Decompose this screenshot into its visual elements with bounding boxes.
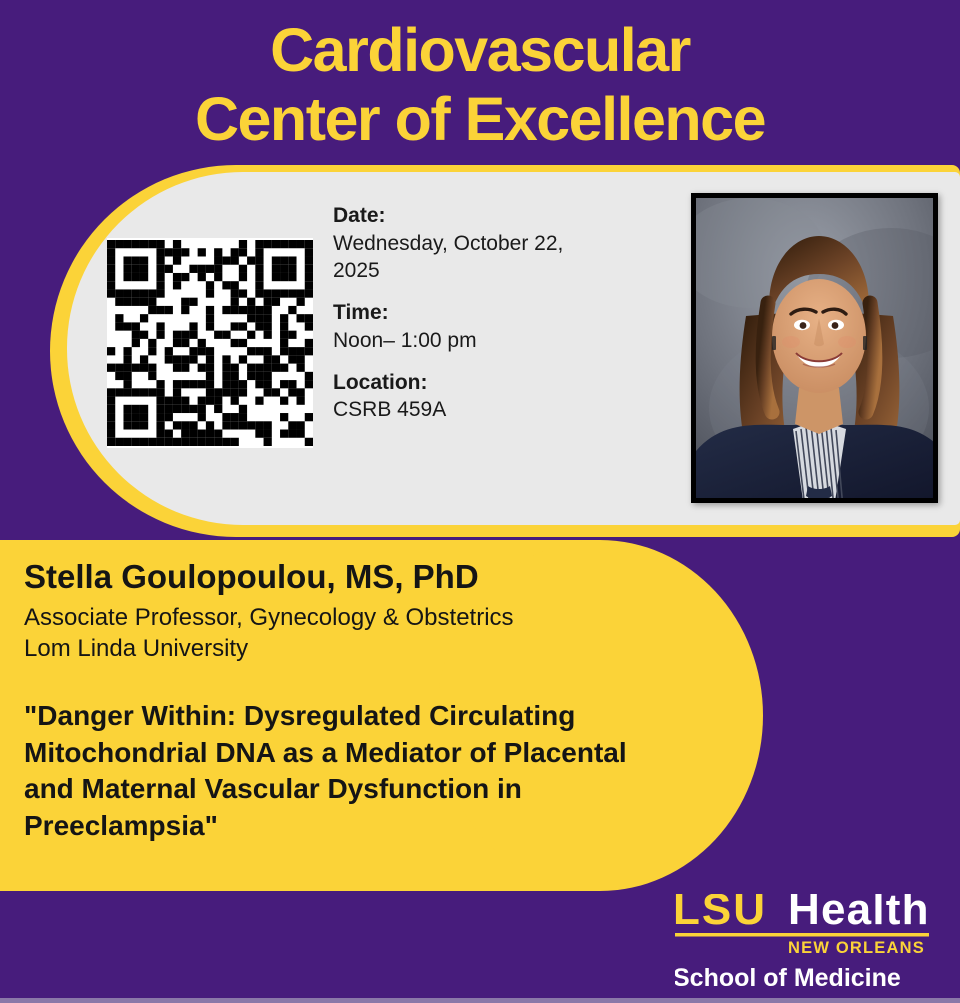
svg-text:NEW ORLEANS: NEW ORLEANS <box>788 939 925 957</box>
svg-text:School of Medicine: School of Medicine <box>675 964 901 992</box>
svg-text:Health: Health <box>788 894 930 934</box>
svg-text:LSU: LSU <box>675 894 767 934</box>
